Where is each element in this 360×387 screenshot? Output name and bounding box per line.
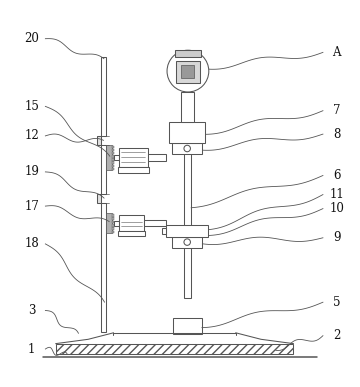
Text: 2: 2 bbox=[333, 329, 340, 342]
Bar bbox=[112, 227, 114, 230]
Bar bbox=[184, 114, 191, 298]
Bar bbox=[119, 148, 148, 167]
Bar bbox=[166, 225, 208, 237]
Bar bbox=[101, 57, 106, 136]
Bar bbox=[173, 319, 202, 334]
Bar bbox=[144, 220, 166, 226]
Bar bbox=[118, 231, 145, 236]
Bar bbox=[97, 194, 101, 202]
Bar bbox=[112, 168, 114, 170]
Bar bbox=[112, 217, 114, 220]
Bar bbox=[112, 158, 114, 161]
Text: 19: 19 bbox=[24, 165, 39, 178]
Bar bbox=[112, 224, 114, 226]
Bar bbox=[148, 154, 166, 161]
Text: 18: 18 bbox=[24, 237, 39, 250]
Bar bbox=[112, 221, 114, 223]
Bar bbox=[112, 149, 114, 151]
Bar bbox=[97, 136, 101, 145]
Bar bbox=[101, 145, 106, 194]
Bar bbox=[181, 65, 194, 77]
Bar bbox=[101, 202, 106, 332]
Text: 11: 11 bbox=[329, 188, 344, 201]
Circle shape bbox=[167, 50, 209, 92]
Text: 12: 12 bbox=[24, 129, 39, 142]
Bar bbox=[118, 167, 149, 173]
Bar bbox=[112, 161, 114, 164]
Circle shape bbox=[184, 145, 190, 152]
Bar bbox=[112, 155, 114, 158]
Bar bbox=[106, 213, 112, 233]
Text: 8: 8 bbox=[333, 128, 340, 140]
Text: 20: 20 bbox=[24, 32, 39, 45]
Bar bbox=[112, 146, 114, 148]
Bar bbox=[112, 231, 114, 233]
Text: A: A bbox=[332, 46, 341, 59]
Text: 3: 3 bbox=[28, 304, 35, 317]
Bar bbox=[172, 237, 202, 248]
Bar bbox=[162, 228, 166, 234]
Bar bbox=[106, 145, 112, 170]
Bar bbox=[112, 214, 114, 217]
Bar bbox=[114, 221, 119, 226]
Bar bbox=[56, 344, 293, 354]
Bar bbox=[169, 122, 205, 143]
Bar bbox=[172, 143, 202, 154]
Bar bbox=[181, 92, 194, 122]
Text: 6: 6 bbox=[333, 169, 340, 182]
Bar bbox=[112, 164, 114, 167]
Bar bbox=[112, 152, 114, 154]
Text: 9: 9 bbox=[333, 231, 340, 244]
Text: 5: 5 bbox=[333, 296, 340, 309]
Circle shape bbox=[184, 239, 190, 245]
Text: 10: 10 bbox=[329, 202, 344, 215]
Bar bbox=[119, 216, 144, 231]
Text: 17: 17 bbox=[24, 200, 39, 212]
Text: 1: 1 bbox=[28, 342, 35, 356]
Bar bbox=[176, 62, 200, 83]
Bar bbox=[175, 50, 201, 57]
Text: 15: 15 bbox=[24, 100, 39, 113]
Bar bbox=[114, 155, 119, 160]
Text: 7: 7 bbox=[333, 104, 340, 117]
